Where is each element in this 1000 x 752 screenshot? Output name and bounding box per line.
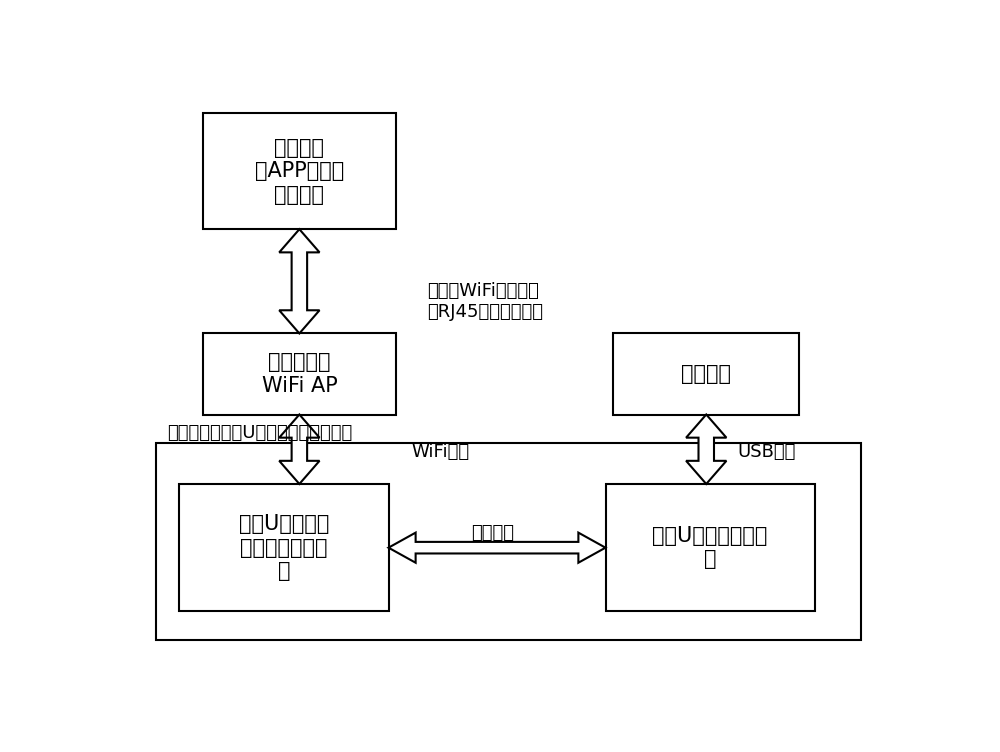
FancyBboxPatch shape (613, 333, 799, 414)
Text: 内部总线: 内部总线 (472, 524, 515, 542)
Text: 智能终端
（APP、网络
浏览器）: 智能终端 （APP、网络 浏览器） (255, 138, 344, 205)
FancyBboxPatch shape (156, 444, 861, 641)
Polygon shape (388, 532, 606, 562)
Text: 第二终端: 第二终端 (681, 364, 731, 384)
FancyBboxPatch shape (606, 484, 815, 611)
Text: 无线路由器
WiFi AP: 无线路由器 WiFi AP (262, 353, 337, 396)
Text: 无线U盘数据存储模
块: 无线U盘数据存储模 块 (652, 526, 768, 569)
FancyBboxPatch shape (202, 333, 396, 414)
Polygon shape (279, 414, 320, 484)
FancyBboxPatch shape (202, 114, 396, 229)
Text: WiFi网络: WiFi网络 (412, 443, 470, 461)
Text: 无线U盘网络访
问及文件系统模
块: 无线U盘网络访 问及文件系统模 块 (239, 514, 329, 581)
FancyBboxPatch shape (179, 484, 388, 611)
Polygon shape (279, 229, 320, 333)
Text: USB总线: USB总线 (737, 443, 796, 461)
Text: 局域网WiFi接入或通
过RJ45网口有线接入: 局域网WiFi接入或通 过RJ45网口有线接入 (427, 282, 543, 321)
Text: 第一终端（无线U盘运行的软件系统）: 第一终端（无线U盘运行的软件系统） (168, 424, 353, 442)
Polygon shape (686, 414, 726, 484)
